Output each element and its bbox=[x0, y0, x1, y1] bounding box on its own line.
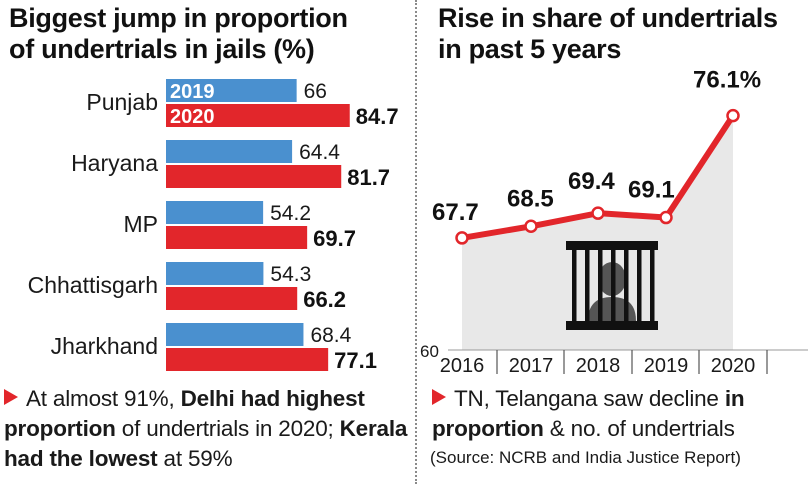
value-label-2019: 54.3 bbox=[270, 263, 311, 286]
value-label-2020: 66.2 bbox=[303, 287, 346, 312]
jail-bar bbox=[572, 250, 577, 321]
value-label-2019: 54.2 bbox=[270, 202, 311, 225]
line-chart: 60 67.7 68.5 69.4 69.1 76.1% 2016 2017 2018 2019 2… bbox=[420, 67, 808, 377]
value-label-2019: 66 bbox=[304, 80, 327, 103]
value-label-2020: 81.7 bbox=[347, 165, 390, 190]
x-tick-label: 2018 bbox=[576, 355, 621, 377]
bar-2019 bbox=[166, 140, 293, 163]
note-segment: of undertrials in 2020; bbox=[115, 416, 340, 441]
note-segment: & no. of undertrials bbox=[543, 416, 735, 441]
y-tick-label: 60 bbox=[420, 342, 439, 361]
value-label-2020: 84.7 bbox=[356, 104, 399, 129]
legend-2019: 2019 bbox=[170, 81, 215, 103]
line-chart-title: Rise in share of undertrials in past 5 y… bbox=[438, 3, 808, 65]
category-label: Punjab bbox=[86, 89, 158, 115]
category-label: MP bbox=[124, 211, 159, 237]
x-tick-label: 2019 bbox=[644, 355, 689, 377]
bar-chart-title: Biggest jump in proportion of undertrial… bbox=[9, 3, 409, 65]
jail-bar bbox=[637, 250, 642, 321]
jail-bar bbox=[650, 250, 655, 321]
data-label: 67.7 bbox=[432, 199, 479, 226]
legend-2020: 2020 bbox=[170, 106, 215, 128]
source-credit: (Source: NCRB and India Justice Report) bbox=[430, 448, 741, 467]
left-footnote: At almost 91%, Delhi had highest proport… bbox=[0, 382, 414, 484]
value-label-2020: 77.1 bbox=[334, 348, 377, 373]
line-chart-area bbox=[462, 115, 733, 351]
bar-2020 bbox=[166, 104, 350, 127]
bar-chart-title-line-2: of undertrials in jails (%) bbox=[9, 34, 315, 64]
x-tick-label: 2017 bbox=[509, 355, 554, 377]
jail-top-bar bbox=[566, 241, 658, 250]
bar-chart-title-line-1: Biggest jump in proportion bbox=[9, 3, 348, 33]
note-segment: at 59% bbox=[157, 446, 233, 471]
jail-bottom-bar bbox=[566, 321, 658, 330]
bar-2020 bbox=[166, 226, 308, 249]
data-label: 69.4 bbox=[568, 168, 615, 195]
value-label-2020: 69.7 bbox=[313, 226, 356, 251]
delhi-kerala-note-text: At almost 91%, Delhi had highest proport… bbox=[4, 386, 407, 471]
note-segment: TN, Telangana saw decline bbox=[454, 386, 725, 411]
category-label: Chhattisgarh bbox=[28, 272, 158, 298]
line-chart-title-line-2: in past 5 years bbox=[438, 34, 622, 64]
bar-2020 bbox=[166, 287, 298, 310]
note-segment: in proportion bbox=[432, 386, 745, 441]
panel-divider bbox=[415, 0, 417, 484]
tn-telangana-note-text: TN, Telangana saw decline in proportion … bbox=[432, 386, 745, 441]
jail-bar bbox=[585, 250, 590, 321]
bar-2019 bbox=[166, 262, 264, 285]
x-tick-label: 2020 bbox=[711, 355, 756, 377]
jail-bar bbox=[598, 250, 603, 321]
arrow-bullet-icon bbox=[4, 389, 18, 405]
data-point bbox=[591, 206, 605, 220]
data-label: 76.1% bbox=[693, 67, 761, 94]
category-label: Haryana bbox=[71, 150, 158, 176]
line-chart-panel: Rise in share of undertrials in past 5 y… bbox=[418, 0, 812, 484]
jail-bars-icon bbox=[566, 241, 658, 330]
data-point bbox=[455, 231, 469, 245]
bar-2019 bbox=[166, 79, 297, 102]
bar-2019 bbox=[166, 323, 304, 346]
bar-chart: Punjab 66 84.7 2019 2020 Haryana 64.4 81.7 MP 54.… bbox=[28, 79, 399, 373]
data-label: 68.5 bbox=[507, 185, 554, 212]
x-tick-label: 2016 bbox=[440, 355, 485, 377]
note-segment: Delhi had highest proportion bbox=[4, 386, 365, 441]
bar-2020 bbox=[166, 165, 342, 188]
note-segment: At almost 91%, bbox=[26, 386, 181, 411]
line-chart-title-line-1: Rise in share of undertrials bbox=[438, 3, 778, 33]
data-point bbox=[659, 210, 673, 225]
jail-bar bbox=[624, 250, 629, 321]
right-footnote: TN, Telangana saw decline in proportion … bbox=[418, 382, 812, 484]
tn-telangana-note: TN, Telangana saw decline in proportion … bbox=[432, 384, 808, 444]
data-point bbox=[524, 219, 538, 234]
data-point bbox=[726, 108, 740, 123]
jail-bar bbox=[611, 250, 616, 321]
delhi-kerala-note: At almost 91%, Delhi had highest proport… bbox=[4, 384, 414, 474]
note-segment: Kerala had the lowest bbox=[4, 416, 408, 471]
arrow-bullet-icon bbox=[432, 389, 446, 405]
data-label: 69.1 bbox=[628, 177, 675, 204]
value-label-2019: 64.4 bbox=[299, 141, 340, 164]
bar-2019 bbox=[166, 201, 264, 224]
bar-2020 bbox=[166, 348, 329, 371]
value-label-2019: 68.4 bbox=[310, 324, 351, 347]
category-label: Jharkhand bbox=[51, 333, 158, 359]
bar-chart-panel: Biggest jump in proportion of undertrial… bbox=[9, 3, 409, 373]
